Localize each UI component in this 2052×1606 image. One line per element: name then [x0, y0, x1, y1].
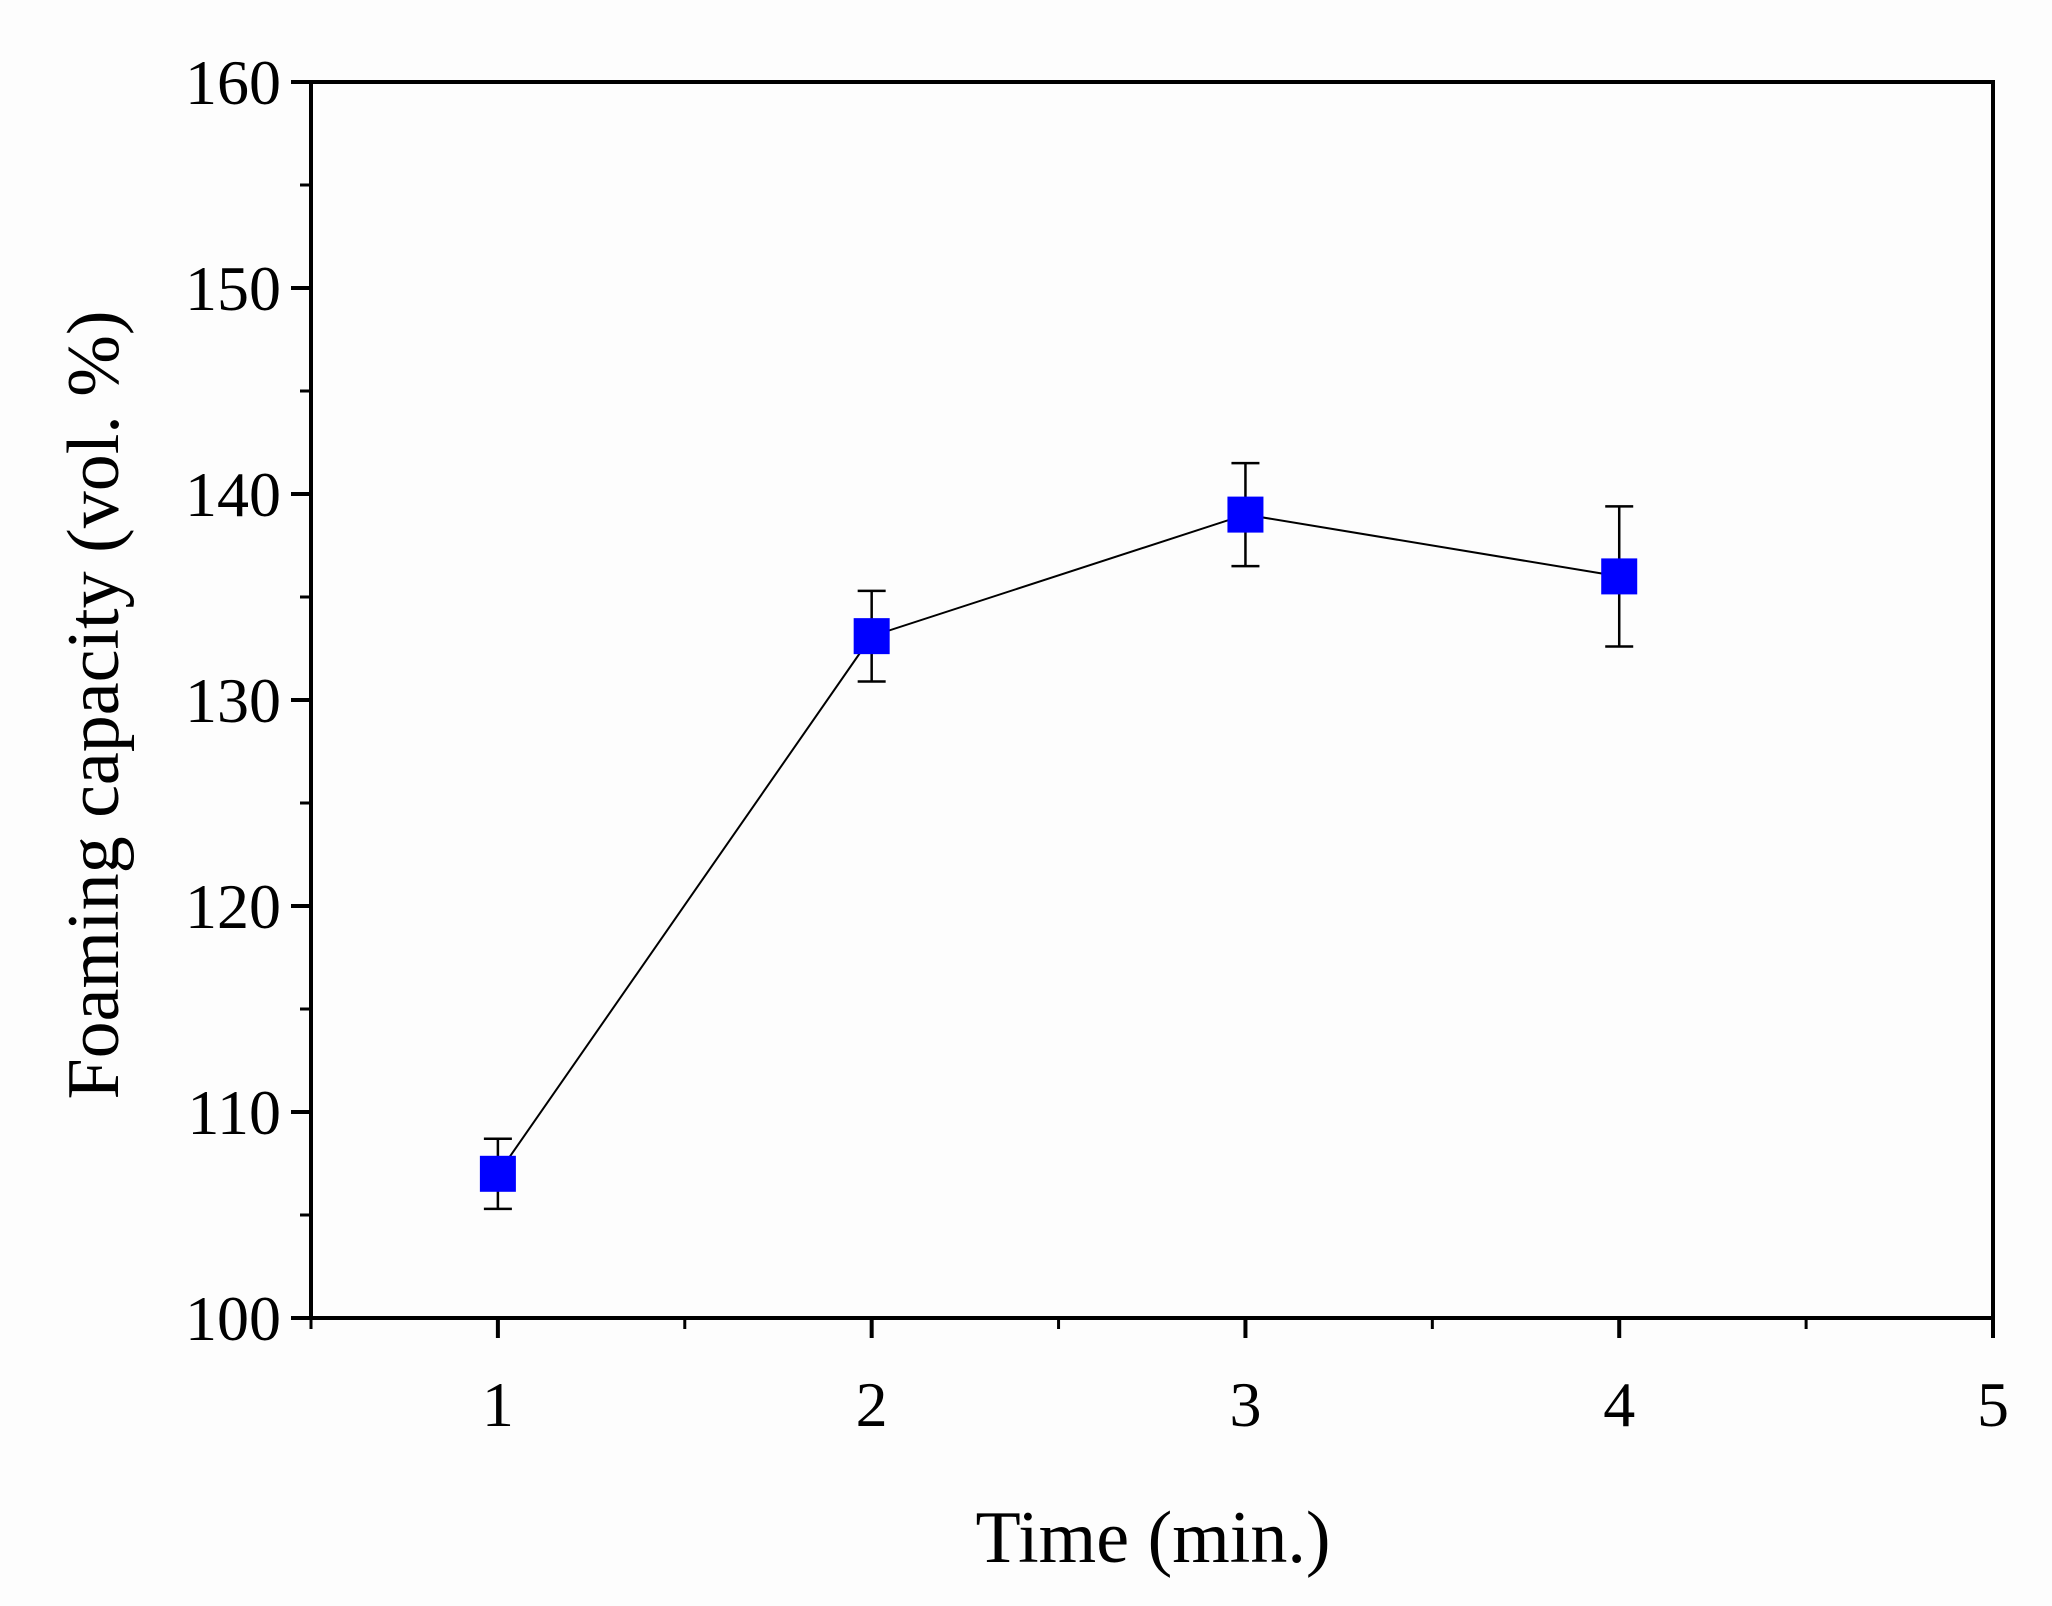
- data-point: [1601, 558, 1638, 595]
- x-tick-label: 5: [1977, 1369, 2009, 1440]
- data-point: [853, 618, 890, 655]
- data-point: [479, 1155, 516, 1192]
- y-tick-label: 110: [187, 1077, 281, 1148]
- y-tick-label: 100: [185, 1283, 281, 1354]
- plot-frame: [309, 80, 1995, 1320]
- y-tick-label: 130: [185, 665, 281, 736]
- x-tick-label: 2: [856, 1369, 888, 1440]
- x-tick-label: 1: [482, 1369, 514, 1440]
- x-axis-label: Time (min.): [976, 1497, 1331, 1579]
- series-line: [497, 513, 1620, 1175]
- y-tick-label: 150: [185, 253, 281, 324]
- x-tick-label: 4: [1603, 1369, 1635, 1440]
- y-tick-label: 160: [185, 47, 281, 118]
- y-tick-label: 140: [185, 459, 281, 530]
- y-tick-label: 120: [185, 871, 281, 942]
- y-axis-label: Foaming capacity (vol. %): [53, 310, 135, 1099]
- data-point: [1227, 496, 1264, 533]
- x-tick-label: 3: [1229, 1369, 1261, 1440]
